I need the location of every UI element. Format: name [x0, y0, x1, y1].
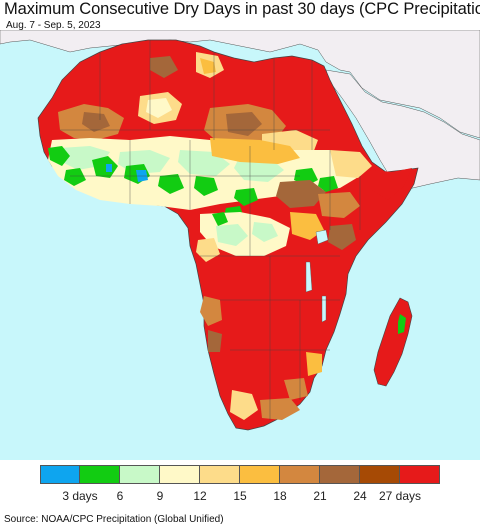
legend-tick-label: 9	[156, 489, 164, 503]
legend-swatch	[160, 465, 200, 484]
legend-swatch	[200, 465, 240, 484]
legend-swatch	[320, 465, 360, 484]
legend-swatch	[40, 465, 80, 484]
legend-swatch	[400, 465, 440, 484]
legend-tick-label: 18	[273, 489, 287, 503]
arabia-landmass	[325, 69, 480, 191]
legend-tick-label: 3 days	[62, 489, 98, 503]
country-borders	[60, 40, 361, 420]
map-title: Maximum Consecutive Dry Days in past 30 …	[4, 0, 480, 18]
legend-swatch	[360, 465, 400, 484]
legend-tick-label: 12	[193, 489, 207, 503]
source-credit: Source: NOAA/CPC Precipitation (Global U…	[4, 514, 224, 525]
date-range: Aug. 7 - Sep. 5, 2023	[6, 20, 101, 31]
color-legend	[40, 465, 440, 484]
legend-swatch	[240, 465, 280, 484]
legend-swatch	[280, 465, 320, 484]
legend-tick-label: 6	[116, 489, 124, 503]
legend-tick-label: 15	[233, 489, 247, 503]
legend-tick-label: 27 days	[378, 489, 422, 503]
legend-tick-label: 24	[353, 489, 367, 503]
africa-dry-days-map	[0, 30, 480, 460]
europe-landmass	[0, 30, 480, 139]
legend-swatch	[80, 465, 120, 484]
legend-swatch	[120, 465, 160, 484]
legend-tick-label: 21	[313, 489, 327, 503]
